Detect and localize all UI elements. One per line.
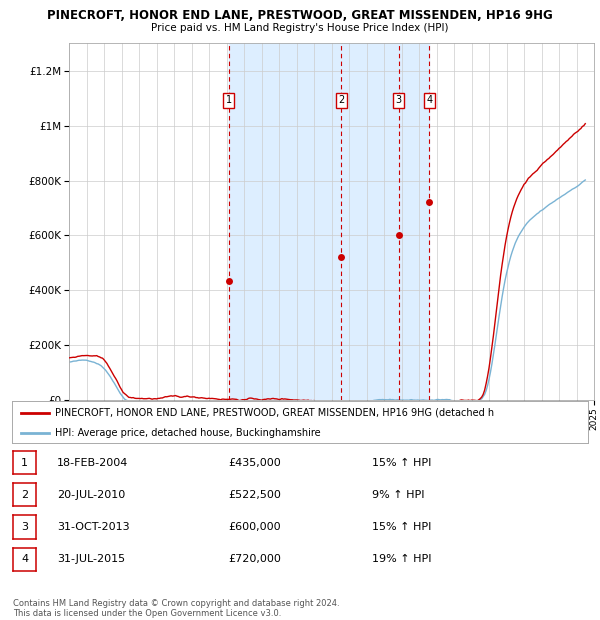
Text: 19% ↑ HPI: 19% ↑ HPI	[372, 554, 431, 564]
Text: 15% ↑ HPI: 15% ↑ HPI	[372, 522, 431, 532]
Text: HPI: Average price, detached house, Buckinghamshire: HPI: Average price, detached house, Buck…	[55, 428, 321, 438]
Text: £522,500: £522,500	[228, 490, 281, 500]
Text: £720,000: £720,000	[228, 554, 281, 564]
Text: £435,000: £435,000	[228, 458, 281, 467]
Text: 9% ↑ HPI: 9% ↑ HPI	[372, 490, 425, 500]
Bar	[341, 43, 398, 400]
Text: 18-FEB-2004: 18-FEB-2004	[57, 458, 128, 467]
Text: 1: 1	[21, 458, 28, 467]
Text: 4: 4	[426, 95, 432, 105]
Text: 3: 3	[21, 522, 28, 532]
Text: PINECROFT, HONOR END LANE, PRESTWOOD, GREAT MISSENDEN, HP16 9HG: PINECROFT, HONOR END LANE, PRESTWOOD, GR…	[47, 9, 553, 22]
Text: 2: 2	[338, 95, 344, 105]
Text: PINECROFT, HONOR END LANE, PRESTWOOD, GREAT MISSENDEN, HP16 9HG (detached h: PINECROFT, HONOR END LANE, PRESTWOOD, GR…	[55, 408, 494, 418]
Text: 1: 1	[226, 95, 232, 105]
Text: 2: 2	[21, 490, 28, 500]
Text: 15% ↑ HPI: 15% ↑ HPI	[372, 458, 431, 467]
Text: 3: 3	[395, 95, 401, 105]
Bar	[229, 43, 341, 400]
Text: £600,000: £600,000	[228, 522, 281, 532]
Text: 20-JUL-2010: 20-JUL-2010	[57, 490, 125, 500]
Text: 31-JUL-2015: 31-JUL-2015	[57, 554, 125, 564]
Text: 31-OCT-2013: 31-OCT-2013	[57, 522, 130, 532]
Text: Price paid vs. HM Land Registry's House Price Index (HPI): Price paid vs. HM Land Registry's House …	[151, 23, 449, 33]
Text: 4: 4	[21, 554, 28, 564]
Text: Contains HM Land Registry data © Crown copyright and database right 2024.
This d: Contains HM Land Registry data © Crown c…	[13, 599, 340, 618]
Bar	[398, 43, 429, 400]
